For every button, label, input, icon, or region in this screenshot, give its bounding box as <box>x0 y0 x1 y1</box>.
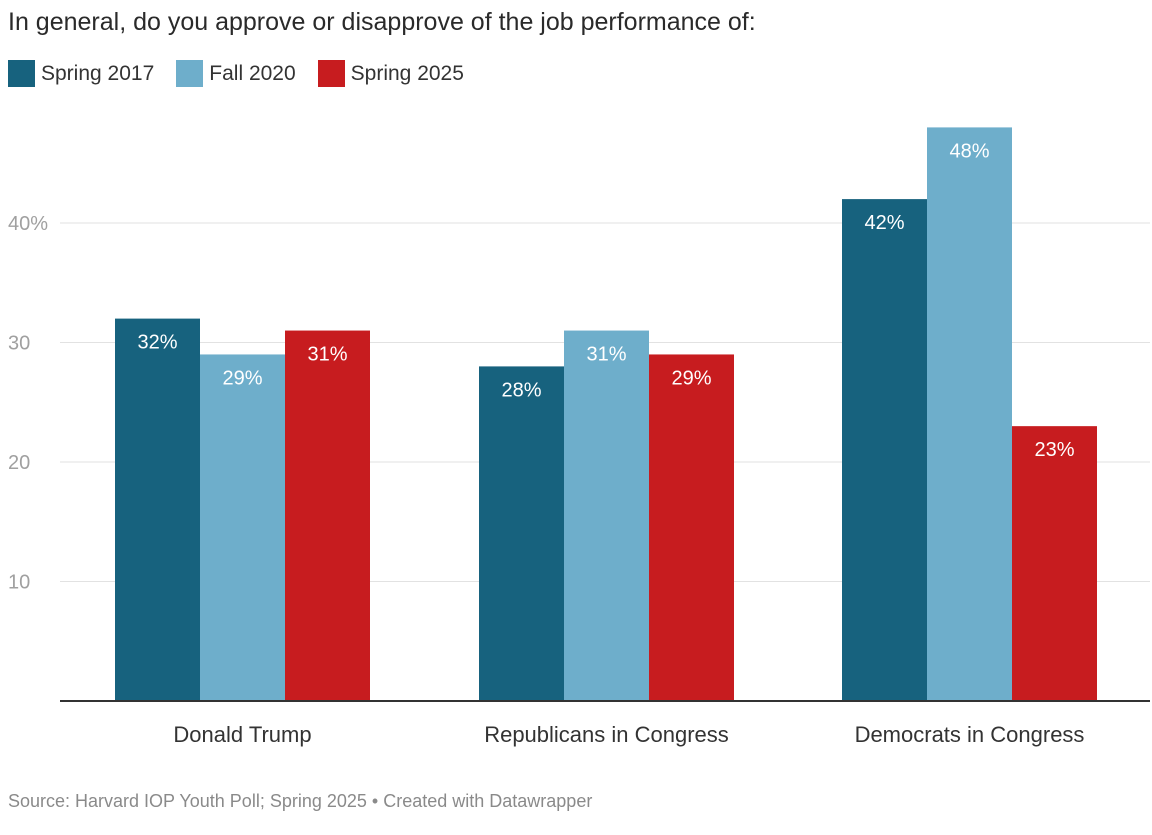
y-tick-label-30: 30 <box>8 333 30 355</box>
data-label-democrats-in-congress-fall-2020: 48% <box>949 140 989 162</box>
data-label-donald-trump-spring-2017: 32% <box>137 332 177 354</box>
credit-note: Created with Datawrapper <box>383 791 593 811</box>
data-label-republicans-in-congress-spring-2017: 28% <box>501 379 541 401</box>
y-tick-label-20: 20 <box>8 452 30 474</box>
legend-swatch-spring-2017 <box>8 60 35 87</box>
x-category-label-democrats-in-congress: Democrats in Congress <box>855 722 1085 747</box>
x-category-label-donald-trump: Donald Trump <box>173 722 311 747</box>
legend-item-spring-2017: Spring 2017 <box>8 60 154 87</box>
data-label-democrats-in-congress-spring-2017: 42% <box>864 212 904 234</box>
bar-democrats-in-congress-spring-2025 <box>1012 426 1097 701</box>
y-tick-label-40: 40% <box>8 213 48 235</box>
bar-democrats-in-congress-fall-2020 <box>927 127 1012 701</box>
chart-footer: Source: Harvard IOP Youth Poll; Spring 2… <box>8 791 592 812</box>
data-label-donald-trump-spring-2025: 31% <box>307 344 347 366</box>
bar-donald-trump-spring-2025 <box>285 330 370 701</box>
legend-label-spring-2017: Spring 2017 <box>41 61 155 85</box>
legend-item-fall-2020: Fall 2020 <box>176 60 296 87</box>
legend-label-fall-2020: Fall 2020 <box>209 61 296 85</box>
source-note: Source: Harvard IOP Youth Poll; Spring 2… <box>8 791 367 811</box>
legend-item-spring-2025: Spring 2025 <box>317 60 464 87</box>
x-category-label-republicans-in-congress: Republicans in Congress <box>484 722 729 747</box>
y-tick-label-10: 10 <box>8 572 30 594</box>
data-label-donald-trump-fall-2020: 29% <box>222 367 262 389</box>
legend-label-spring-2025: Spring 2025 <box>350 61 464 85</box>
bar-republicans-in-congress-fall-2020 <box>564 330 649 701</box>
legend-swatch-fall-2020 <box>176 60 204 87</box>
data-label-republicans-in-congress-fall-2020: 31% <box>586 344 626 366</box>
legend-swatch-spring-2025 <box>317 60 345 87</box>
footer-separator: • <box>371 791 379 811</box>
bar-donald-trump-spring-2017 <box>115 318 200 701</box>
bar-democrats-in-congress-spring-2017 <box>842 199 927 701</box>
chart-title: In general, do you approve or disapprove… <box>8 8 756 36</box>
bar-republicans-in-congress-spring-2025 <box>649 354 734 701</box>
data-label-democrats-in-congress-spring-2025: 23% <box>1034 439 1074 461</box>
bar-donald-trump-fall-2020 <box>200 354 285 701</box>
chart-legend: Spring 2017 Fall 2020 Spring 2025 <box>8 60 486 87</box>
data-label-republicans-in-congress-spring-2025: 29% <box>671 367 711 389</box>
bar-republicans-in-congress-spring-2017 <box>479 366 564 701</box>
